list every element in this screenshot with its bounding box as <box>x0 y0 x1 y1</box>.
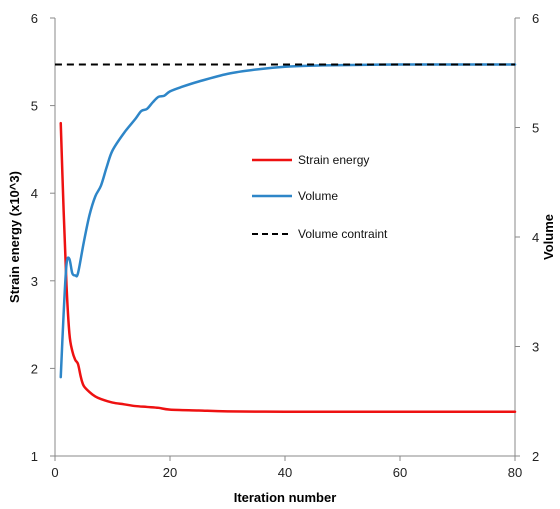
y-right-tick-label: 6 <box>532 11 539 26</box>
legend: Strain energy Volume Volume contraint <box>252 153 388 241</box>
strain-energy-line <box>59 121 517 414</box>
x-tick-label: 40 <box>278 465 292 480</box>
y-left-tick-label: 4 <box>31 186 38 201</box>
y-right-axis-title: Volume <box>541 214 556 260</box>
y-left-tick-label: 2 <box>31 361 38 376</box>
y-right-tick-label: 2 <box>532 449 539 464</box>
y-right-tick-label: 3 <box>532 340 539 355</box>
legend-label-volume: Volume <box>298 189 338 203</box>
y-left-tick-label: 3 <box>31 274 38 289</box>
y-right-tick-label: 5 <box>532 121 539 136</box>
y-left-axis-title: Strain energy (x10^3) <box>7 171 22 303</box>
y-left-tick-label: 6 <box>31 11 38 26</box>
axis-ticks: 0 20 40 60 80 1 2 3 4 5 6 2 3 4 5 6 <box>31 11 539 480</box>
y-left-tick-label: 1 <box>31 449 38 464</box>
legend-label-volume-constraint: Volume contraint <box>298 227 388 241</box>
y-left-tick-label: 5 <box>31 99 38 114</box>
x-axis-title: Iteration number <box>234 490 337 505</box>
plot-frame <box>54 18 516 457</box>
y-right-tick-label: 4 <box>532 230 539 245</box>
series-layer <box>55 63 517 414</box>
x-tick-label: 60 <box>393 465 407 480</box>
legend-label-strain-energy: Strain energy <box>298 153 369 167</box>
x-tick-label: 20 <box>163 465 177 480</box>
volume-line <box>59 63 517 379</box>
x-tick-label: 0 <box>51 465 58 480</box>
x-tick-label: 80 <box>508 465 522 480</box>
